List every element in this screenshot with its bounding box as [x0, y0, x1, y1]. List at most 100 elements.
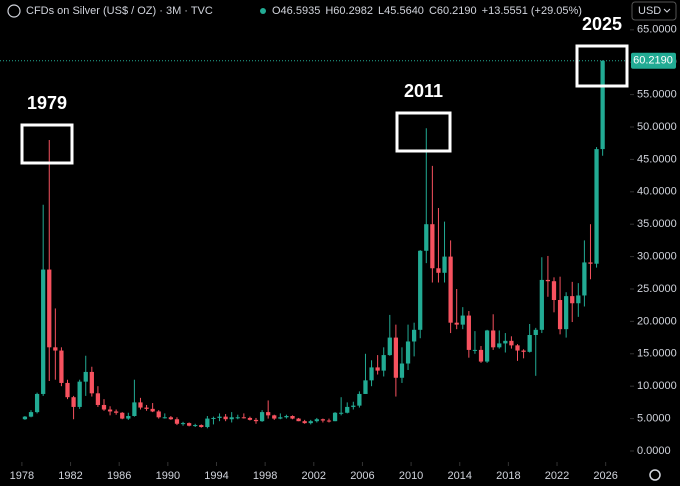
x-tick-label: 1990 — [156, 470, 180, 482]
candle-body — [180, 423, 186, 425]
candle-body — [582, 262, 587, 296]
candle-body — [235, 417, 240, 419]
annotation-box — [395, 111, 452, 153]
ohlc-value: L45.5640 — [378, 5, 424, 17]
x-tick-label: 2010 — [399, 470, 423, 482]
candle-body — [272, 415, 277, 419]
annotation-box — [20, 123, 74, 165]
last-price-badge — [631, 52, 676, 69]
candle-body — [199, 425, 204, 428]
candle-body — [418, 250, 423, 330]
candle-body — [454, 322, 459, 325]
candle-body — [332, 412, 338, 422]
candle-body — [150, 408, 155, 412]
candle-body — [545, 279, 551, 282]
candle-body — [387, 337, 392, 356]
y-tick-label: 5.0000 — [637, 412, 671, 424]
ohlc-value: O46.5935 — [272, 5, 320, 17]
candle-body — [509, 340, 514, 346]
candle-body — [95, 393, 101, 405]
candle-body — [156, 411, 161, 418]
candle-body — [205, 418, 210, 428]
candle-body — [296, 418, 301, 422]
x-tick-label: 2026 — [593, 470, 617, 482]
x-tick-label: 2022 — [545, 470, 569, 482]
chart-title: CFDs on Silver (US$ / OZ) · 3M · TVC — [26, 5, 213, 17]
currency-button[interactable] — [631, 1, 677, 21]
candle-body — [101, 404, 107, 410]
candle-body — [442, 256, 447, 273]
candle-body — [174, 419, 180, 424]
candle-body — [107, 409, 113, 412]
candle-body — [551, 281, 557, 301]
candle-body — [47, 269, 52, 348]
candle-body — [339, 412, 344, 414]
candle-body — [144, 407, 149, 409]
candle-body — [77, 381, 82, 407]
candle-body — [290, 415, 295, 419]
candle-body — [65, 382, 70, 398]
candle-body — [114, 411, 119, 413]
y-tick-label: 10.0000 — [637, 380, 677, 392]
candle-body — [34, 393, 40, 413]
candle-body — [472, 349, 478, 351]
candle-body — [424, 224, 429, 251]
y-tick-label: 65.0000 — [637, 24, 677, 36]
candle-body — [89, 371, 94, 394]
y-tick-label: 25.0000 — [637, 283, 677, 295]
candle-body — [308, 421, 313, 424]
ohlc-value: C60.2190 — [429, 5, 477, 17]
candle-body — [83, 371, 88, 382]
settings-icon[interactable] — [649, 469, 661, 481]
candle-body — [570, 296, 575, 304]
candle-body — [211, 417, 216, 419]
candle-body — [478, 349, 484, 362]
x-tick-label: 1986 — [107, 470, 131, 482]
candle-body — [539, 279, 544, 330]
candle-body — [53, 347, 58, 351]
candle-body — [266, 412, 271, 416]
candle-body — [430, 224, 435, 269]
candle-body — [557, 300, 563, 330]
candle-body — [357, 393, 362, 406]
candle-body — [466, 315, 471, 350]
last-price-label: 60.2190 — [633, 55, 673, 67]
candle-body — [515, 345, 520, 351]
candle-body — [448, 256, 453, 323]
market-status — [260, 8, 266, 14]
candle-body — [564, 296, 569, 330]
candle-body — [314, 419, 319, 422]
symbol-icon — [7, 4, 21, 18]
candle-body — [193, 425, 198, 427]
x-tick-label: 1982 — [58, 470, 82, 482]
candle-body — [594, 149, 599, 264]
annotation-label: 2011 — [404, 81, 443, 101]
y-tick-label: 55.0000 — [637, 89, 677, 101]
candle-body — [521, 350, 526, 352]
candle-body — [363, 380, 368, 394]
y-tick-label: 50.0000 — [637, 121, 677, 133]
candle-body — [259, 412, 265, 422]
candle-body — [247, 417, 253, 420]
candle-body — [576, 295, 581, 304]
y-tick-label: 15.0000 — [637, 348, 677, 360]
candle-body — [375, 367, 380, 371]
candle-body — [436, 268, 441, 273]
candle-body — [497, 343, 502, 348]
candle-body — [162, 417, 167, 419]
candle-body — [217, 416, 222, 418]
x-tick-label: 1978 — [10, 470, 34, 482]
x-tick-label: 2006 — [350, 470, 374, 482]
candle-body — [59, 350, 64, 383]
y-tick-label: 0.0000 — [637, 445, 671, 457]
candle-body — [241, 417, 246, 419]
candle-body — [491, 330, 496, 348]
currency: USD — [638, 5, 661, 17]
y-tick-label: 45.0000 — [637, 153, 677, 165]
candle-body — [253, 419, 259, 422]
candle-body — [284, 415, 289, 418]
candle-body — [229, 417, 234, 420]
x-tick-label: 1998 — [253, 470, 277, 482]
ohlc-value: +13.5551 (+29.05%) — [482, 5, 582, 17]
